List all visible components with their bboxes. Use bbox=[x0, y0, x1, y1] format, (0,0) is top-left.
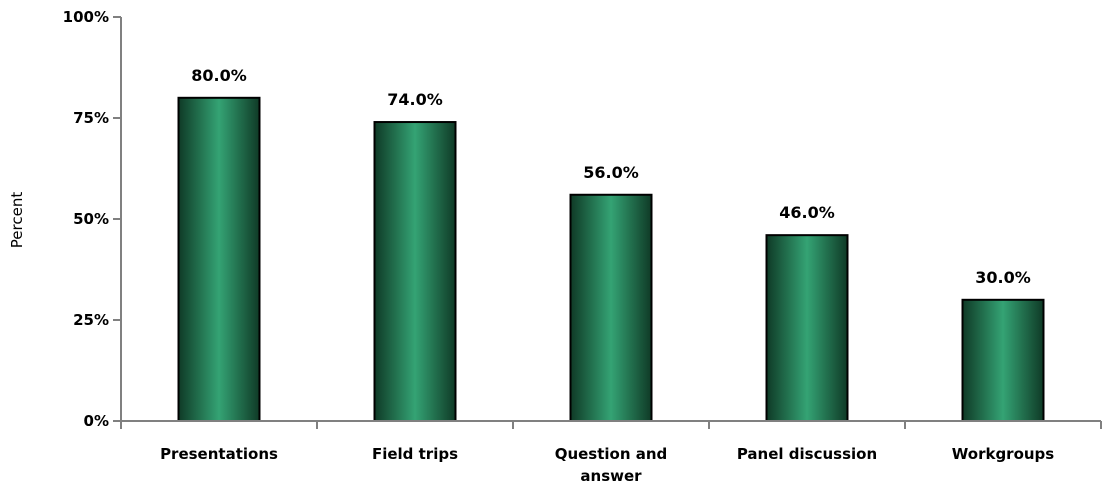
y-tick-label: 25% bbox=[73, 311, 109, 329]
category-label: Field trips bbox=[372, 445, 458, 463]
category-label: Question and answer bbox=[555, 445, 668, 485]
y-tick-label: 75% bbox=[73, 109, 109, 127]
y-axis-title: Percent bbox=[8, 192, 26, 249]
category-label: Presentations bbox=[160, 445, 278, 463]
data-label: 56.0% bbox=[583, 163, 639, 182]
category-label: Workgroups bbox=[952, 445, 1055, 463]
data-label: 30.0% bbox=[975, 268, 1031, 287]
data-label: 46.0% bbox=[779, 203, 835, 222]
bar bbox=[765, 234, 849, 422]
data-label: 80.0% bbox=[191, 66, 247, 85]
data-label: 74.0% bbox=[387, 90, 443, 109]
bar bbox=[569, 193, 653, 422]
bar bbox=[373, 121, 457, 422]
y-tick-label: 100% bbox=[63, 8, 109, 26]
y-tick-label: 0% bbox=[84, 412, 109, 430]
y-tick-label: 50% bbox=[73, 210, 109, 228]
bar bbox=[177, 96, 261, 423]
category-label: Panel discussion bbox=[737, 445, 877, 463]
bar bbox=[961, 298, 1045, 422]
bars-group: 80.0% 74.0% 56.0% 46.0% 30.0% bbox=[177, 66, 1045, 423]
axes-group: Presentations Field trips Question and answ… bbox=[63, 8, 1102, 485]
